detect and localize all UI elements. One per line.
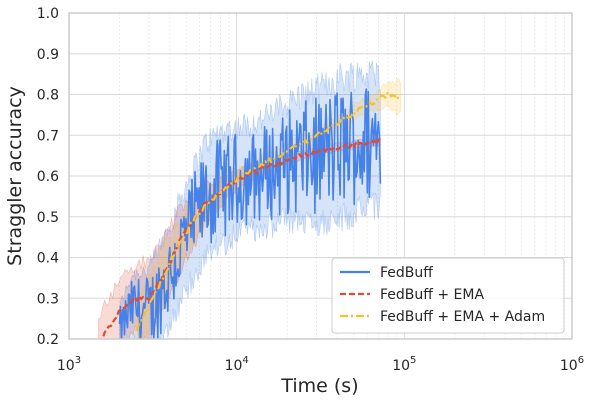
legend: FedBuff FedBuff + EMA FedBuff + EMA + Adam — [331, 257, 565, 334]
y-tick-label: 0.2 — [37, 332, 59, 348]
x-axis-label: Time (s) — [280, 375, 358, 397]
line-fedbuff-ema-adam — [134, 91, 402, 332]
y-tick-labels: 0.2 0.3 0.4 0.5 0.6 0.7 0.8 0.9 1.0 — [37, 6, 59, 348]
x-tick-label: 104 — [225, 355, 249, 374]
legend-label: FedBuff — [380, 265, 433, 281]
legend-label: FedBuff + EMA — [380, 287, 484, 303]
y-axis-label: Straggler accuracy — [4, 86, 26, 266]
legend-label: FedBuff + EMA + Adam — [380, 309, 545, 325]
x-tick-label: 106 — [560, 355, 584, 374]
line-fedbuff-ema — [101, 138, 381, 339]
y-tick-label: 0.6 — [37, 169, 59, 185]
y-tick-label: 0.8 — [37, 88, 59, 104]
y-tick-label: 0.7 — [37, 128, 59, 144]
legend-box — [331, 257, 565, 334]
series-lines — [101, 88, 402, 339]
y-tick-label: 0.3 — [37, 291, 59, 307]
x-tick-label: 105 — [392, 355, 416, 374]
y-tick-label: 1.0 — [37, 6, 59, 22]
x-tick-labels: 103 104 105 106 — [57, 355, 584, 374]
y-tick-label: 0.4 — [37, 251, 59, 267]
y-tick-label: 0.9 — [37, 47, 59, 63]
x-tick-label: 103 — [57, 355, 81, 374]
plot-frame — [68, 12, 573, 340]
y-tick-label: 0.5 — [37, 210, 59, 226]
